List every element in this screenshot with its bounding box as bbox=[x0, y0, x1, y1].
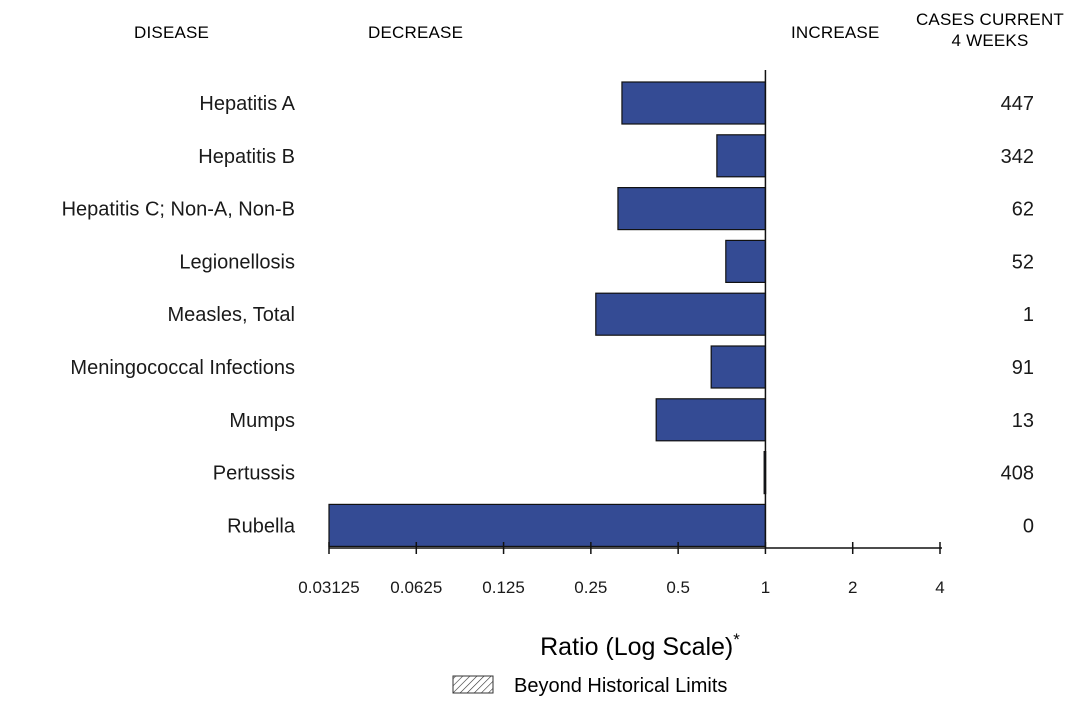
bar-mumps bbox=[655, 398, 767, 442]
x-tick-label: 0.5 bbox=[666, 578, 690, 597]
x-tick-label: 0.0625 bbox=[390, 578, 442, 597]
bar-rubella bbox=[328, 503, 767, 547]
cases-value: 52 bbox=[1012, 251, 1034, 273]
x-tick-label: 0.25 bbox=[574, 578, 607, 597]
category-label: Legionellosis bbox=[179, 251, 295, 273]
bar-measles-total bbox=[595, 292, 767, 336]
category-label: Rubella bbox=[227, 515, 296, 537]
header-disease: DISEASE bbox=[134, 23, 209, 42]
header-increase: INCREASE bbox=[791, 23, 880, 42]
cases-value: 13 bbox=[1012, 410, 1034, 432]
cases-value: 342 bbox=[1001, 146, 1034, 168]
axis-title-text: Ratio (Log Scale) bbox=[540, 633, 733, 661]
cases-value: 62 bbox=[1012, 199, 1034, 221]
cases-value: 0 bbox=[1023, 515, 1034, 537]
bar-hepatitis-b bbox=[716, 134, 767, 178]
header-cases-line2: 4 WEEKS bbox=[952, 31, 1029, 50]
x-tick-label: 0.03125 bbox=[298, 578, 359, 597]
category-label: Mumps bbox=[229, 410, 295, 432]
category-labels: Hepatitis A Hepatitis B Hepatitis C; Non-A… bbox=[62, 93, 296, 537]
category-label: Hepatitis B bbox=[198, 146, 295, 168]
header-cases-line1: CASES CURRENT bbox=[916, 10, 1064, 29]
cases-value: 91 bbox=[1012, 357, 1034, 379]
legend-label: Beyond Historical Limits bbox=[514, 675, 727, 697]
cases-value: 1 bbox=[1023, 304, 1034, 326]
x-tick-label: 2 bbox=[848, 578, 857, 597]
axis-title-mark: * bbox=[733, 630, 740, 649]
bar-meningococcal-infections bbox=[710, 345, 767, 389]
cases-value: 408 bbox=[1001, 463, 1034, 485]
bar-legionellosis bbox=[725, 239, 767, 283]
category-label: Hepatitis C; Non-A, Non-B bbox=[62, 199, 295, 221]
cases-values: 447 342 62 52 1 91 13 408 0 bbox=[1001, 93, 1034, 537]
category-label: Hepatitis A bbox=[199, 93, 295, 115]
category-label: Meningococcal Infections bbox=[70, 357, 295, 379]
cases-value: 447 bbox=[1001, 93, 1034, 115]
bar-hepatitis-a bbox=[621, 81, 767, 125]
header-decrease: DECREASE bbox=[368, 23, 463, 42]
x-tick-label: 4 bbox=[935, 578, 944, 597]
category-label: Pertussis bbox=[213, 463, 295, 485]
legend-hatch-swatch bbox=[452, 675, 494, 694]
x-axis: 0.03125 0.0625 0.125 0.25 0.5 1 2 4 bbox=[298, 70, 945, 597]
bar-hepatitis-c-non-a-non-b bbox=[617, 187, 767, 231]
axis-title: Ratio (Log Scale)* bbox=[540, 630, 740, 661]
bars-group bbox=[328, 81, 767, 547]
x-tick-label: 0.125 bbox=[482, 578, 525, 597]
x-tick-label: 1 bbox=[761, 578, 770, 597]
category-label: Measles, Total bbox=[168, 304, 295, 326]
